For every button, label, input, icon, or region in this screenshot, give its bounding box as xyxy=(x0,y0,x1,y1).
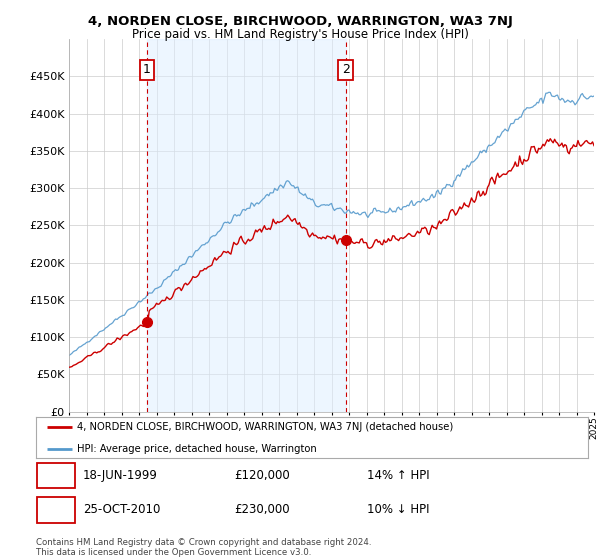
Text: Contains HM Land Registry data © Crown copyright and database right 2024.
This d: Contains HM Land Registry data © Crown c… xyxy=(36,538,371,557)
Text: Price paid vs. HM Land Registry's House Price Index (HPI): Price paid vs. HM Land Registry's House … xyxy=(131,28,469,41)
Text: 18-JUN-1999: 18-JUN-1999 xyxy=(83,469,158,482)
FancyBboxPatch shape xyxy=(37,497,74,522)
Text: 4, NORDEN CLOSE, BIRCHWOOD, WARRINGTON, WA3 7NJ: 4, NORDEN CLOSE, BIRCHWOOD, WARRINGTON, … xyxy=(88,15,512,28)
Text: 1: 1 xyxy=(52,469,60,482)
Text: £230,000: £230,000 xyxy=(235,503,290,516)
Text: 2: 2 xyxy=(52,503,60,516)
Text: 1: 1 xyxy=(143,63,151,76)
Text: 14% ↑ HPI: 14% ↑ HPI xyxy=(367,469,430,482)
Text: HPI: Average price, detached house, Warrington: HPI: Average price, detached house, Warr… xyxy=(77,444,317,454)
Text: 10% ↓ HPI: 10% ↓ HPI xyxy=(367,503,430,516)
Text: 25-OCT-2010: 25-OCT-2010 xyxy=(83,503,160,516)
Text: 2: 2 xyxy=(342,63,350,76)
Text: £120,000: £120,000 xyxy=(235,469,290,482)
FancyBboxPatch shape xyxy=(37,463,74,488)
Bar xyxy=(147,39,346,412)
Text: 4, NORDEN CLOSE, BIRCHWOOD, WARRINGTON, WA3 7NJ (detached house): 4, NORDEN CLOSE, BIRCHWOOD, WARRINGTON, … xyxy=(77,422,454,432)
